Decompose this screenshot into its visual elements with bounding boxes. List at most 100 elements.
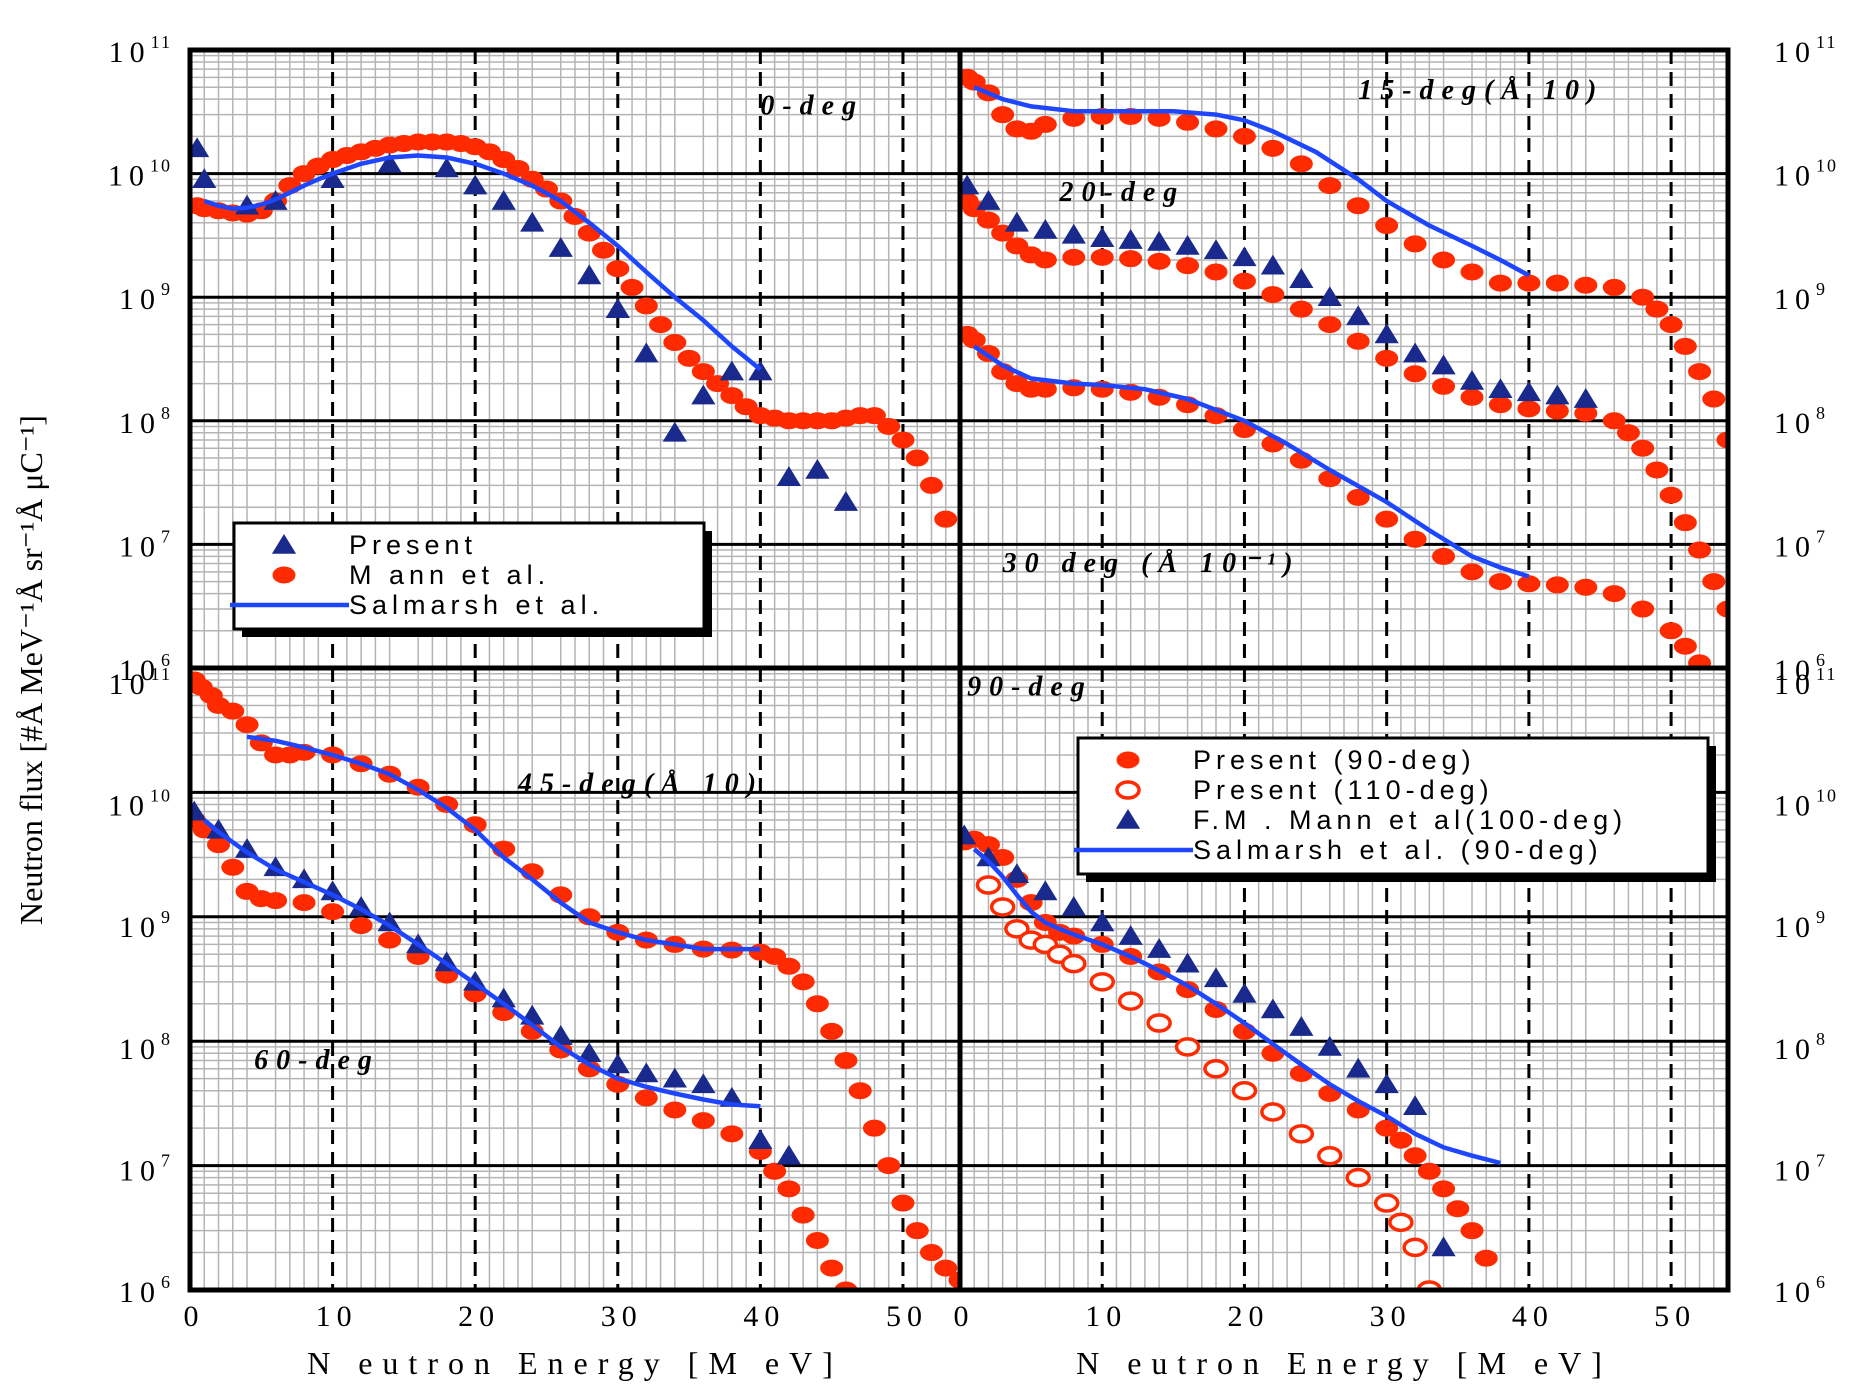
data-point-circle [1545,402,1569,420]
data-point-triangle [234,838,260,858]
data-point-circle [1033,115,1057,133]
data-point-circle [1645,300,1669,318]
data-point-triangle [1573,388,1598,408]
y-tick-label: 109 [119,279,172,316]
panel-annotation: 20-deg [1059,177,1186,208]
data-point-triangle [1317,1035,1342,1056]
y-tick-label: 107 [1774,1150,1827,1187]
data-point-circle [1545,576,1569,594]
data-point-circle [1602,585,1626,603]
data-point-circle [1375,1119,1399,1137]
data-point-circle [991,106,1015,124]
data-point-circle [1176,113,1200,131]
data-point-circle [1631,600,1655,618]
y-tick-label: 108 [119,1029,172,1066]
data-point-circle [1346,197,1370,215]
legend-label: F.M . Mann et al(100-deg) [1193,805,1627,835]
data-point-circle [1602,412,1626,430]
panel-annotation: 15-deg(Å 10) [1358,75,1604,106]
data-point-circle [506,159,530,177]
data-point-triangle [190,137,210,158]
data-point-circle [1033,251,1057,269]
data-point-circle [1204,120,1228,138]
data-point-triangle [691,384,716,405]
panel-annotation: 90-deg [967,672,1093,703]
data-point-circle [1474,1249,1498,1267]
series-present-110-deg- [975,875,1443,1290]
x-tick-label: 50 [886,1300,928,1333]
data-point-circle [919,476,943,494]
data-point-circle [791,973,815,991]
legend-label: Present (110-deg) [1193,775,1494,805]
y-tick-label: 1010 [1774,156,1838,193]
data-point-triangle [1175,234,1200,255]
data-point-circle [1375,217,1399,235]
frame-layer [187,47,1731,1293]
series-line [203,153,762,372]
data-point-circle [1146,1013,1172,1033]
label-layer: 1061071081091010101110610710810910101011… [13,32,1838,1381]
data-point-circle [934,510,958,528]
y-tick-label: 1010 [1774,786,1838,823]
data-point-circle [1602,278,1626,296]
y-tick-label: 1011 [1774,664,1837,701]
data-point-circle [1702,573,1726,591]
data-point-triangle [691,1073,716,1094]
y-tick-label: 106 [1774,650,1827,687]
panel-annotation: 0-deg [760,91,864,122]
y-tick-label: 1011 [109,32,172,69]
data-point-circle [649,316,673,334]
data-point-circle [1432,547,1456,565]
data-point-circle [620,278,644,296]
data-point-circle [1659,622,1683,640]
data-point-circle [1545,274,1569,292]
data-point-circle [1346,332,1370,350]
data-point-circle [820,1259,844,1277]
data-point-circle [1318,177,1342,195]
data-point-circle [1261,286,1285,304]
data-point-circle [1375,510,1399,528]
data-point-triangle [1289,268,1314,288]
data-point-circle [691,1112,715,1130]
data-point-circle [634,297,658,315]
x-axis-label: N eutron Energy [M eV] [307,1345,843,1381]
data-point-triangle [190,800,207,821]
y-axis-label: Neutron flux [#Å MeV⁻¹Å sr⁻¹Å μC⁻¹] [13,415,49,925]
panel-annotation: 30 deg (Å 10⁻¹) [1002,548,1301,579]
data-point-circle [378,931,402,949]
x-tick-label: 50 [1654,1300,1696,1333]
series-salmarsh-et-al- [203,153,762,372]
series-line [202,818,761,1109]
data-point-circle [1232,272,1256,290]
y-tick-label: 1011 [109,664,172,701]
series-30-deg-model [972,344,1530,579]
data-point-circle [877,417,901,435]
y-tick-label: 109 [1774,279,1827,316]
data-point-circle [777,957,801,975]
data-point-triangle [1118,925,1143,945]
series-45-deg-model [246,734,761,952]
series-line [972,344,1530,579]
data-point-circle [1488,274,1512,292]
panel-annotation: 45-deg(Å 10) [517,768,764,799]
data-point-circle [805,995,829,1013]
x-tick-label: 20 [1227,1300,1269,1333]
data-point-triangle [577,264,602,285]
data-point-circle [862,407,886,425]
data-point-circle [820,1022,844,1040]
data-point-circle [663,1101,687,1119]
series-60-deg-triangles [190,800,801,1165]
data-point-triangle [1004,863,1029,884]
data-point-circle [292,894,316,912]
data-point-circle [919,1244,943,1262]
data-point-circle [777,1180,801,1198]
data-point-triangle [1090,227,1115,248]
data-point-circle [1119,250,1143,268]
data-point-circle [1203,1059,1229,1079]
data-point-triangle [320,168,345,189]
y-tick-label: 1010 [108,786,172,823]
series-60-deg-model [202,818,761,1109]
data-point-circle [1574,578,1598,596]
